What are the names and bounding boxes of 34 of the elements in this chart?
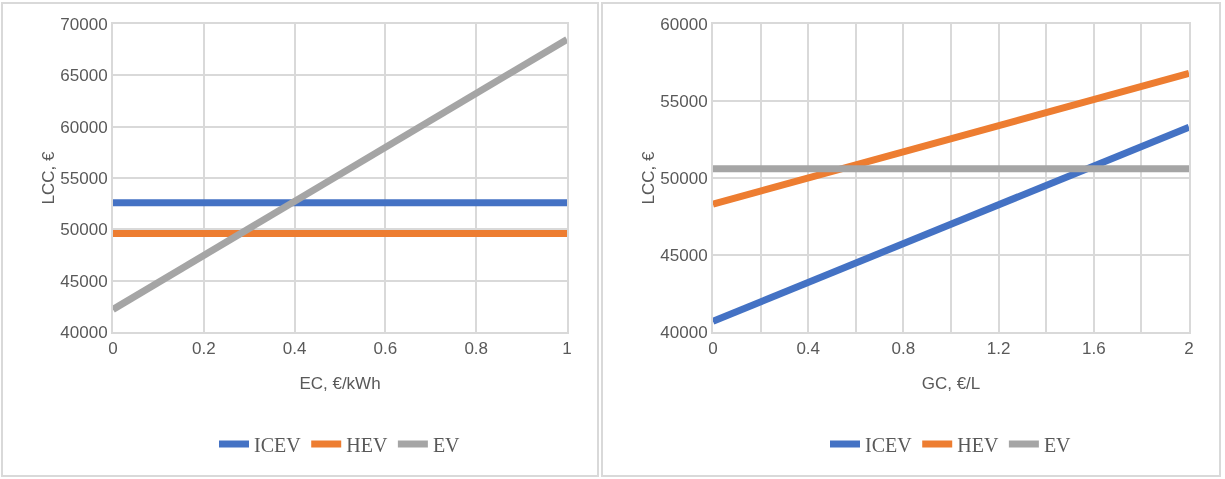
x-axis-title: EC, €/kWh	[299, 374, 381, 394]
legend-label: HEV	[346, 433, 388, 456]
y-tick-label: 40000	[660, 322, 708, 342]
x-axis-title: GC, €/L	[921, 374, 981, 394]
y-tick-label: 50000	[60, 220, 108, 240]
legend-label: ICEV	[254, 433, 302, 456]
legend-label: EV	[1043, 433, 1072, 456]
x-tick-label: 0.4	[282, 339, 307, 359]
legend-label: HEV	[957, 433, 999, 456]
y-tick-label: 45000	[660, 245, 708, 265]
x-tick-label: 0.2	[191, 339, 216, 359]
y-tick-label: 50000	[660, 168, 708, 188]
x-tick-label: 0.8	[891, 339, 916, 359]
y-axis-title: LCC, €	[39, 151, 59, 205]
legend-label: EV	[432, 433, 461, 456]
legend-label: ICEV	[865, 433, 913, 456]
x-tick-label: 1	[562, 339, 572, 359]
y-tick-label: 60000	[60, 117, 108, 137]
x-tick-label: 0	[708, 339, 718, 359]
x-tick-label: 0.4	[796, 339, 821, 359]
y-tick-label: 60000	[660, 14, 708, 34]
y-tick-label: 40000	[60, 322, 108, 342]
x-tick-label: 0	[108, 339, 118, 359]
y-tick-label: 45000	[60, 271, 108, 291]
x-tick-label: 0.6	[373, 339, 398, 359]
x-tick-label: 1.2	[986, 339, 1011, 359]
y-tick-label: 70000	[60, 14, 108, 34]
y-tick-label: 55000	[660, 91, 708, 111]
x-tick-label: 1.6	[1081, 339, 1106, 359]
y-tick-label: 55000	[60, 168, 108, 188]
y-tick-label: 65000	[60, 66, 108, 86]
x-tick-label: 0.8	[464, 339, 489, 359]
x-tick-label: 2	[1184, 339, 1194, 359]
y-axis-title: LCC, €	[639, 151, 659, 205]
